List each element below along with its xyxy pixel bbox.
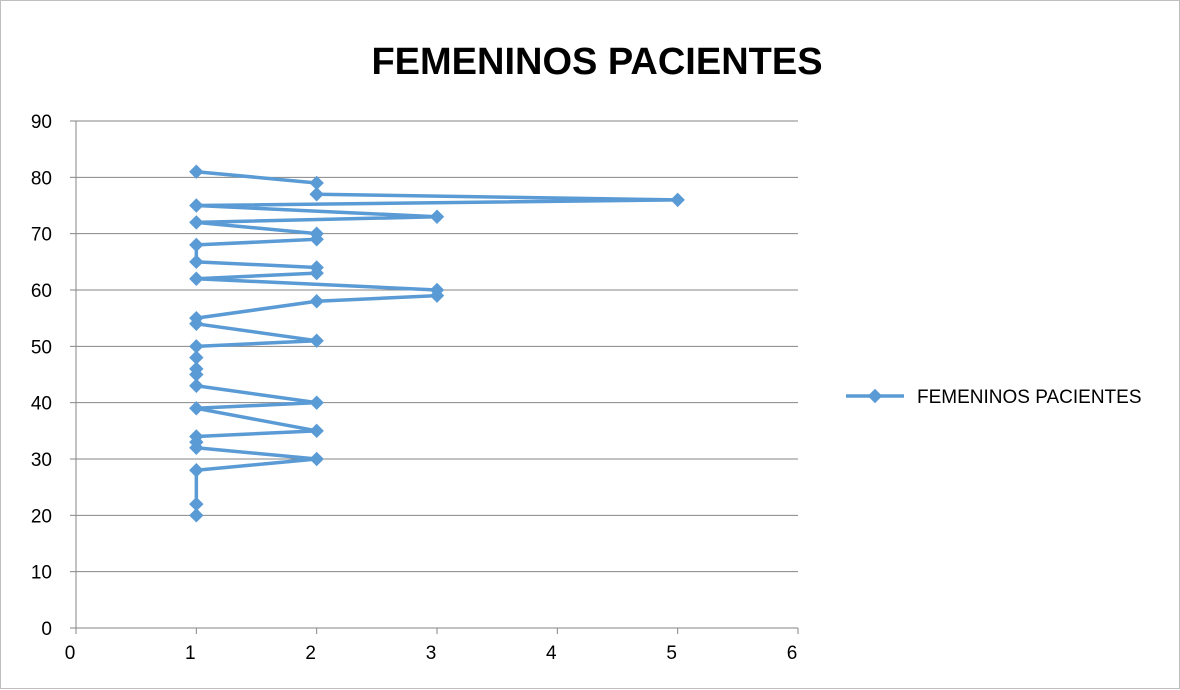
chart-title: FEMENINOS PACIENTES	[371, 41, 822, 83]
x-tick-label-5: 5	[666, 643, 677, 664]
data-point-0-20	[429, 282, 445, 298]
data-point-0-1	[189, 496, 204, 512]
x-tick-label-2: 2	[305, 643, 316, 664]
y-tick-label-0: 0	[41, 619, 52, 640]
y-tick-label-9: 90	[31, 112, 52, 133]
y-tick-label-1: 10	[31, 563, 52, 584]
data-point-0-25	[189, 237, 204, 253]
x-tick-label-6: 6	[787, 643, 798, 664]
data-point-0-23	[309, 260, 324, 275]
x-tick-label-0: 0	[65, 643, 76, 664]
x-tick-label-4: 4	[546, 643, 557, 664]
data-point-0-29	[429, 209, 445, 224]
data-point-0-27	[309, 226, 324, 241]
data-point-0-15	[309, 333, 324, 348]
y-tick-label-7: 70	[31, 225, 52, 246]
y-tick-label-5: 50	[31, 337, 52, 358]
data-point-0-6	[189, 429, 204, 444]
data-point-0-9	[309, 395, 324, 410]
series-layer	[189, 164, 685, 523]
gridlines	[76, 120, 798, 573]
data-point-0-8	[189, 401, 204, 416]
data-point-0-21	[189, 271, 204, 286]
axes	[70, 120, 799, 634]
legend: FEMENINOS PACIENTES	[846, 387, 1142, 408]
data-point-0-31	[670, 192, 685, 208]
data-point-0-0	[189, 508, 204, 523]
data-point-0-10	[189, 378, 204, 393]
y-tick-label-8: 80	[31, 168, 52, 189]
data-point-0-13	[189, 350, 204, 365]
tick-labels: 0 10 20 30 40 50 60 70 80 90 0 1 2 3 4 5 6	[31, 112, 797, 664]
data-point-0-32	[309, 187, 324, 202]
y-tick-label-2: 20	[31, 506, 52, 527]
data-point-0-3	[309, 451, 324, 467]
data-point-0-17	[189, 310, 204, 326]
data-point-0-28	[189, 215, 204, 230]
legend-marker-0	[867, 388, 883, 404]
data-point-0-30	[189, 198, 204, 213]
y-tick-label-6: 60	[31, 281, 52, 302]
x-tick-label-3: 3	[426, 643, 437, 664]
data-point-0-14	[189, 339, 204, 354]
data-point-0-34	[189, 164, 204, 179]
data-point-0-24	[189, 254, 204, 270]
y-tick-label-4: 40	[31, 394, 52, 415]
y-tick-label-3: 30	[31, 450, 52, 471]
data-point-0-33	[309, 175, 324, 191]
data-point-0-2	[189, 463, 204, 478]
data-point-0-18	[309, 294, 324, 309]
x-tick-label-1: 1	[185, 643, 196, 664]
legend-label-0: FEMENINOS PACIENTES	[917, 387, 1142, 408]
data-point-0-7	[309, 423, 324, 439]
data-point-0-12	[189, 361, 204, 377]
